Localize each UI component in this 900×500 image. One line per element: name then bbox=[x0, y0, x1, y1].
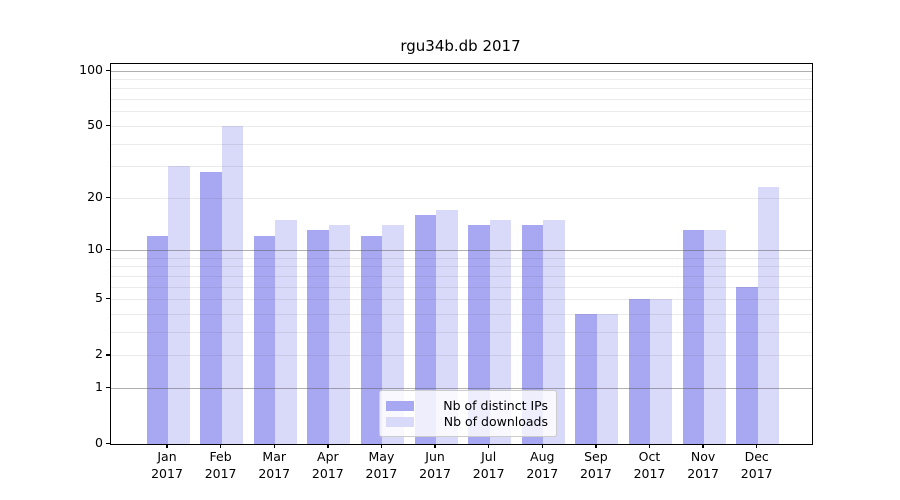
x-tick-mark-sep bbox=[595, 444, 597, 448]
bar-feb-2017-nb-of-downloads bbox=[221, 125, 244, 444]
y-tick-label-2: 2 bbox=[95, 346, 103, 362]
x-tick-mark-apr bbox=[327, 444, 329, 448]
plot-area: Nb of distinct IPs Nb of downloads bbox=[110, 63, 813, 445]
x-tick-label-apr: Apr 2017 bbox=[311, 449, 344, 481]
legend-label-distinct-ips: Nb of distinct IPs bbox=[443, 398, 548, 413]
bars-layer bbox=[111, 64, 812, 444]
y-tick-label-50: 50 bbox=[87, 116, 103, 132]
y-tick-mark-100 bbox=[106, 69, 110, 71]
x-tick-label-feb: Feb 2017 bbox=[204, 449, 237, 481]
x-tick-label-jul: Jul 2017 bbox=[472, 449, 505, 481]
bar-oct-2017-nb-of-distinct-ips bbox=[628, 299, 651, 444]
legend-row-distinct-ips: Nb of distinct IPs bbox=[386, 398, 548, 414]
x-tick-mark-dec bbox=[756, 444, 758, 448]
bar-mar-2017-nb-of-downloads bbox=[275, 219, 297, 444]
bar-may-2017-nb-of-distinct-ips bbox=[360, 236, 383, 444]
bar-apr-2017-nb-of-distinct-ips bbox=[307, 230, 329, 444]
x-tick-label-oct: Oct 2017 bbox=[633, 449, 666, 481]
x-tick-mark-feb bbox=[219, 444, 222, 448]
bar-dec-2017-nb-of-distinct-ips bbox=[736, 286, 758, 444]
y-tick-mark-1 bbox=[106, 386, 110, 389]
x-tick-label-may: May 2017 bbox=[365, 449, 398, 481]
x-tick-label-sep: Sep 2017 bbox=[579, 449, 612, 481]
x-tick-mark-nov bbox=[702, 444, 704, 448]
x-tick-mark-jan bbox=[166, 444, 168, 448]
bar-sep-2017-nb-of-downloads bbox=[596, 313, 619, 444]
y-tick-label-10: 10 bbox=[87, 240, 103, 256]
bar-jun-2017-nb-of-downloads bbox=[436, 210, 458, 444]
bar-dec-2017-nb-of-downloads bbox=[757, 186, 780, 444]
x-tick-mark-aug bbox=[541, 444, 543, 448]
legend-swatch-distinct-ips-icon bbox=[386, 401, 414, 411]
y-tick-label-5: 5 bbox=[95, 290, 103, 306]
chart-title: rgu34b.db 2017 bbox=[400, 37, 521, 55]
x-tick-mark-jun bbox=[434, 444, 436, 448]
y-tick-label-0: 0 bbox=[95, 435, 103, 450]
bar-jan-2017-nb-of-distinct-ips bbox=[146, 236, 168, 444]
bar-jun-2017-nb-of-distinct-ips bbox=[414, 214, 437, 444]
y-tick-label-1: 1 bbox=[95, 378, 103, 394]
bar-nov-2017-nb-of-distinct-ips bbox=[682, 230, 705, 444]
x-tick-mark-jul bbox=[487, 444, 490, 448]
x-tick-mark-mar bbox=[273, 444, 275, 448]
x-tick-label-aug: Aug 2017 bbox=[526, 449, 559, 481]
bar-may-2017-nb-of-downloads bbox=[382, 224, 404, 444]
legend-row-downloads: Nb of downloads bbox=[386, 414, 548, 430]
y-tick-mark-5 bbox=[106, 298, 110, 300]
bar-jan-2017-nb-of-downloads bbox=[168, 166, 190, 444]
bar-mar-2017-nb-of-distinct-ips bbox=[253, 236, 276, 444]
x-tick-label-jun: Jun 2017 bbox=[419, 449, 451, 481]
x-tick-mark-oct bbox=[648, 444, 651, 448]
bar-aug-2017-nb-of-distinct-ips bbox=[521, 224, 544, 444]
x-tick-label-dec: Dec 2017 bbox=[740, 449, 773, 481]
y-tick-mark-2 bbox=[106, 354, 110, 356]
y-tick-mark-20 bbox=[106, 196, 110, 199]
legend: Nb of distinct IPs Nb of downloads bbox=[379, 390, 557, 437]
bar-oct-2017-nb-of-downloads bbox=[650, 299, 672, 444]
y-tick-label-100: 100 bbox=[79, 61, 103, 77]
y-tick-label-20: 20 bbox=[87, 188, 103, 204]
bar-apr-2017-nb-of-downloads bbox=[328, 224, 351, 444]
bar-jul-2017-nb-of-downloads bbox=[489, 219, 512, 444]
x-tick-label-jan: Jan 2017 bbox=[151, 449, 183, 481]
legend-swatch-downloads-icon bbox=[386, 417, 414, 427]
bar-feb-2017-nb-of-distinct-ips bbox=[200, 171, 222, 444]
bar-aug-2017-nb-of-downloads bbox=[543, 219, 565, 444]
legend-label-downloads: Nb of downloads bbox=[443, 414, 548, 429]
y-tick-mark-50 bbox=[106, 124, 110, 127]
bar-sep-2017-nb-of-distinct-ips bbox=[575, 313, 597, 444]
x-tick-label-nov: Nov 2017 bbox=[687, 449, 719, 481]
x-tick-label-mar: Mar 2017 bbox=[258, 449, 291, 481]
y-tick-mark-10 bbox=[106, 248, 110, 251]
bar-jul-2017-nb-of-distinct-ips bbox=[468, 224, 490, 444]
bar-nov-2017-nb-of-downloads bbox=[704, 230, 726, 444]
x-tick-mark-may bbox=[380, 444, 383, 448]
y-tick-mark-0 bbox=[106, 443, 110, 445]
